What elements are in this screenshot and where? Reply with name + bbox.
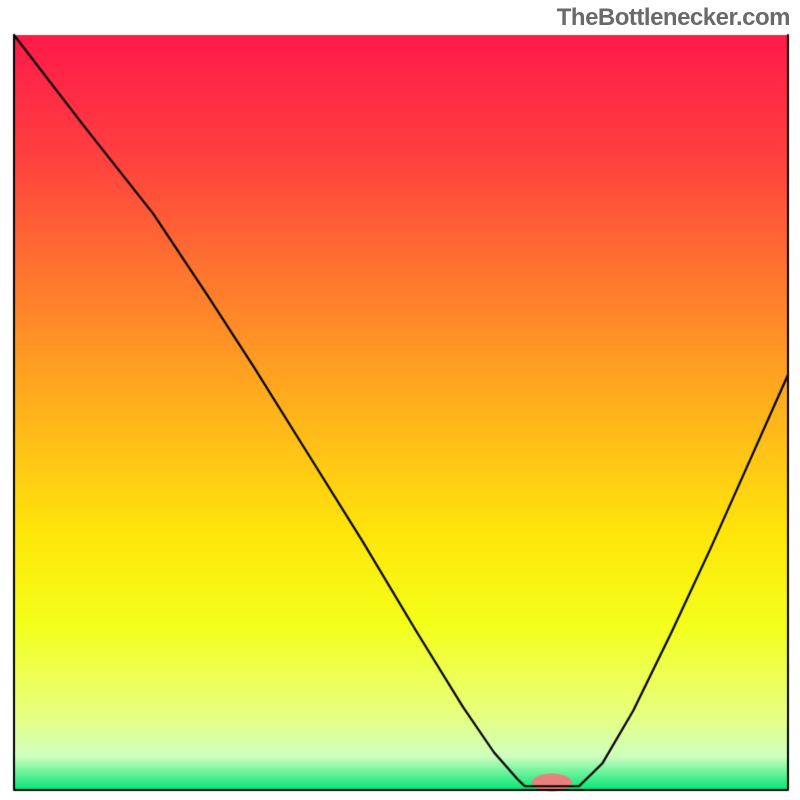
watermark-text: TheBottlenecker.com xyxy=(557,4,790,32)
bottleneck-chart xyxy=(0,0,800,800)
